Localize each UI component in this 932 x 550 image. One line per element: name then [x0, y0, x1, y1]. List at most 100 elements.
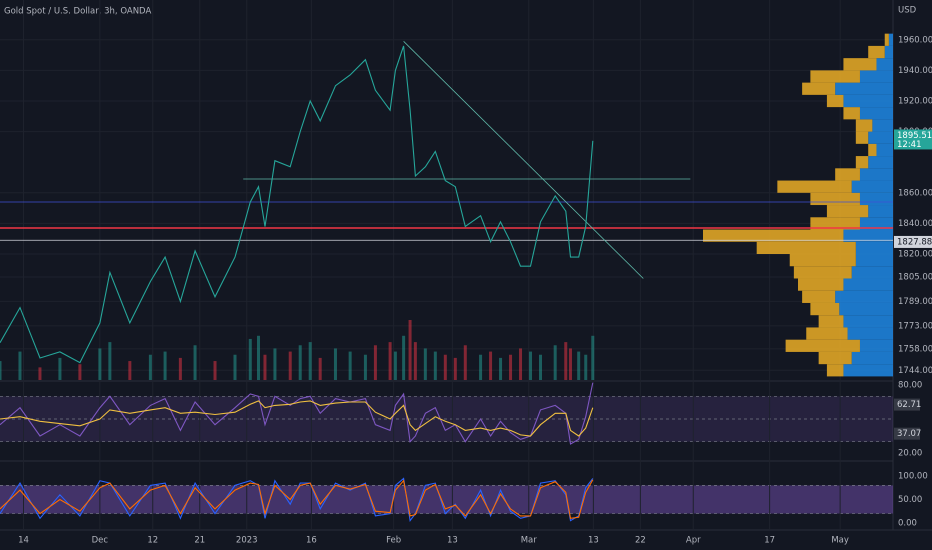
profile-gold: [884, 33, 889, 46]
y-tick-label: 1805.000: [898, 272, 932, 282]
volume-bar: [564, 342, 568, 380]
volume-bar: [499, 357, 503, 380]
x-tick-label: 22: [635, 536, 646, 546]
volume-bar: [591, 335, 595, 380]
profile-blue: [859, 217, 893, 230]
y-tick-label: 1920.000: [898, 96, 932, 106]
trendline: [403, 41, 644, 279]
profile-gold: [703, 229, 844, 242]
profile-blue: [884, 45, 893, 59]
profile-gold: [826, 94, 844, 108]
profile-gold: [843, 58, 877, 71]
y-tick-label: 1840.000: [898, 219, 932, 229]
y-tick-label: 1773.000: [898, 321, 932, 331]
chart-title: Gold Spot / U.S. Dollar, 3h, OANDA: [4, 7, 151, 17]
volume-bar: [408, 320, 412, 380]
volume-bar: [108, 342, 112, 380]
axis-title: USD: [898, 6, 917, 16]
y-tick-label: 20.00: [898, 449, 922, 459]
volume-bar: [193, 345, 197, 380]
profile-gold: [785, 339, 860, 352]
profile-gold: [855, 131, 869, 144]
volume-bar: [233, 354, 237, 380]
y-tick-label: 1758.000: [898, 344, 932, 354]
volume-bar: [584, 354, 588, 380]
profile-blue: [851, 180, 893, 193]
volume-bar: [78, 364, 82, 380]
profile-gold: [806, 327, 848, 340]
volume-bar: [577, 351, 581, 380]
rsi-marker-label: 62.71: [897, 400, 921, 410]
volume-bar: [433, 351, 437, 380]
profile-blue: [888, 33, 893, 46]
y-tick-label: 100.00: [898, 472, 928, 482]
volume-bar: [248, 338, 252, 380]
volume-bar: [333, 348, 337, 380]
volume-bar: [393, 351, 397, 380]
profile-gold: [810, 70, 860, 83]
volume-bar: [273, 348, 277, 380]
volume-bar: [318, 357, 322, 380]
x-tick-label: Mar: [521, 536, 538, 546]
volume-bar: [568, 348, 572, 380]
volume-bar: [489, 351, 493, 380]
profile-blue: [868, 156, 893, 169]
profile-blue: [855, 254, 893, 267]
volume-bar: [148, 354, 152, 380]
profile-gold: [802, 82, 836, 95]
profile-blue: [839, 302, 893, 316]
profile-blue: [843, 229, 893, 242]
profile-blue: [835, 82, 893, 95]
x-tick-label: 2023: [236, 536, 258, 546]
profile-blue: [835, 290, 893, 303]
volume-bar: [553, 345, 557, 380]
profile-gold: [818, 351, 852, 365]
profile-blue: [876, 58, 893, 71]
x-tick-label: 16: [306, 536, 317, 546]
x-tick-label: Feb: [386, 536, 401, 546]
profile-gold: [855, 119, 873, 132]
rsi-marker-box: [894, 398, 920, 411]
y-tick-label: 1820.000: [898, 250, 932, 260]
volume-bar: [98, 348, 102, 380]
volume-bar: [539, 354, 542, 380]
y-tick-label: 1940.000: [898, 66, 932, 76]
y-tick-label: 50.00: [898, 495, 922, 505]
profile-gold: [868, 45, 885, 59]
profile-blue: [859, 192, 893, 206]
profile-gold: [810, 302, 840, 316]
profile-blue: [859, 70, 893, 83]
volume-bar: [288, 351, 292, 380]
volume-bar: [529, 351, 533, 380]
volume-bar: [509, 354, 513, 380]
volume-bar: [413, 342, 417, 380]
profile-blue: [843, 364, 893, 377]
y-tick-label: 1744.000: [898, 366, 932, 376]
profile-gold: [810, 192, 860, 206]
price-label: 1895.515: [897, 131, 932, 141]
rsi-marker-label: 37.07: [897, 429, 921, 439]
volume-bar: [348, 351, 352, 380]
volume-bar: [128, 361, 132, 380]
x-tick-label: Apr: [686, 536, 701, 546]
profile-blue: [847, 327, 893, 340]
volume-bar: [388, 342, 392, 380]
indicator-line: [0, 479, 594, 519]
profile-gold: [777, 180, 852, 193]
volume-bar: [263, 354, 267, 380]
indicator-line: [0, 477, 594, 522]
volume-bar: [308, 342, 312, 380]
volume-bar: [519, 348, 523, 380]
volume-bar: [257, 335, 260, 380]
profile-gold: [756, 241, 856, 254]
marker-box: [894, 235, 932, 248]
marker-label: 1827.883: [897, 237, 932, 247]
volume-bar: [423, 348, 427, 380]
y-tick-label: 80.00: [898, 380, 922, 390]
profile-gold: [835, 168, 860, 181]
x-tick-label: 12: [147, 536, 158, 546]
profile-gold: [810, 217, 860, 230]
profile-blue: [876, 143, 893, 157]
